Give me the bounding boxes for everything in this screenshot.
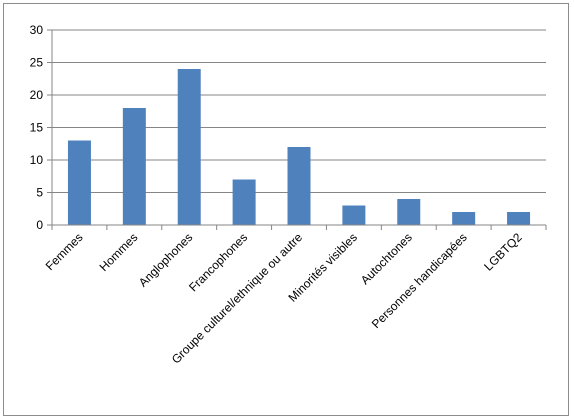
- chart-frame: [3, 3, 569, 416]
- bar-6: [397, 199, 421, 225]
- x-tick-label: Autochtones: [358, 230, 415, 287]
- x-tick-label: Anglophones: [136, 230, 195, 289]
- y-tick-label: 30: [30, 23, 44, 37]
- x-tick-label: Femmes: [43, 230, 86, 273]
- y-tick-label: 0: [36, 218, 43, 232]
- bar-5: [342, 205, 366, 225]
- x-tick-labels: Femmes HommesAnglophonesFrancophonesGroup…: [43, 230, 525, 367]
- bar-7: [452, 212, 476, 225]
- x-tick-label: Hommes: [97, 230, 141, 274]
- bar-8: [507, 212, 531, 225]
- axes: [47, 29, 547, 230]
- y-tick-label: 25: [30, 56, 44, 70]
- y-tick-label: 20: [30, 88, 44, 102]
- y-tick-label: 15: [30, 121, 44, 135]
- bar-1: [122, 108, 146, 225]
- bar-3: [232, 179, 256, 225]
- bar-4: [287, 147, 311, 225]
- bar-0: [67, 140, 91, 225]
- x-tick-label: LGBTQ2: [481, 230, 525, 274]
- y-tick-labels: 0 5 10 15 20 25 30: [30, 23, 44, 232]
- bar-2: [177, 69, 201, 225]
- bars: [67, 69, 531, 225]
- y-tick-label: 10: [30, 153, 44, 167]
- y-tick-label: 5: [36, 186, 43, 200]
- x-tick-label: Personnes handicapées: [369, 230, 470, 331]
